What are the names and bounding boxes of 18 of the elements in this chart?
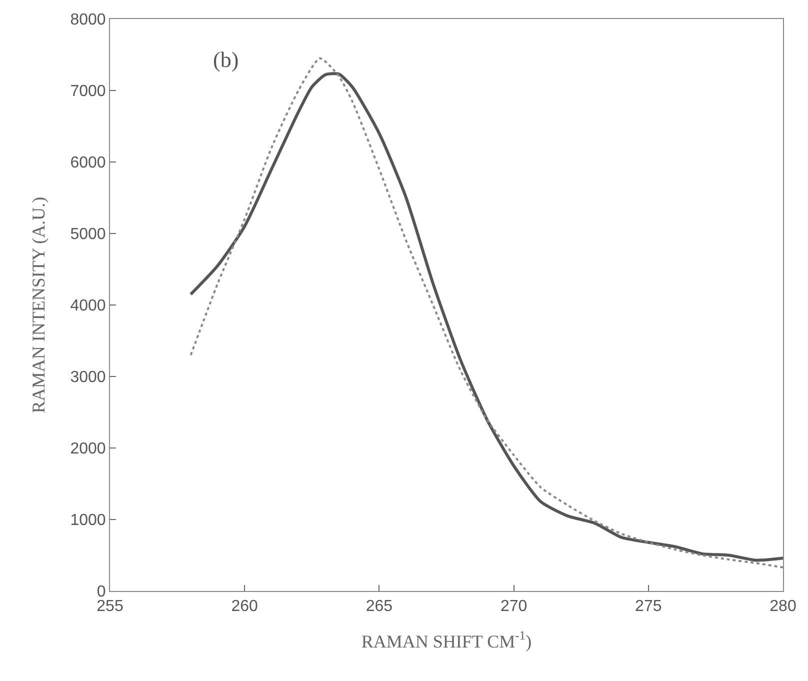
x-tick-label: 255	[96, 598, 124, 616]
y-tick-label: 1000	[70, 512, 106, 530]
y-tick-label: 5000	[70, 226, 106, 244]
y-tick-label: 4000	[70, 298, 106, 315]
annotation: (b)	[213, 47, 239, 72]
y-tick-label: 8000	[70, 12, 106, 29]
x-tick-label: 275	[635, 598, 662, 616]
y-tick-label: 6000	[70, 154, 106, 172]
x-tick-label: 270	[500, 598, 528, 616]
y-tick-label: 0	[96, 584, 106, 601]
x-axis-title: RAMAN SHIFT CM$^{-1}$)	[361, 628, 532, 652]
y-axis-title: RAMAN INTENSITY (A.U.)	[28, 196, 48, 414]
x-tick-label: 280	[770, 598, 796, 616]
x-tick-label: 265	[366, 598, 393, 616]
y-tick-label: 7000	[70, 83, 106, 100]
y-tick-label: 2000	[70, 440, 106, 458]
y-tick-label: 3000	[70, 369, 106, 386]
x-tick-label: 260	[231, 598, 258, 616]
